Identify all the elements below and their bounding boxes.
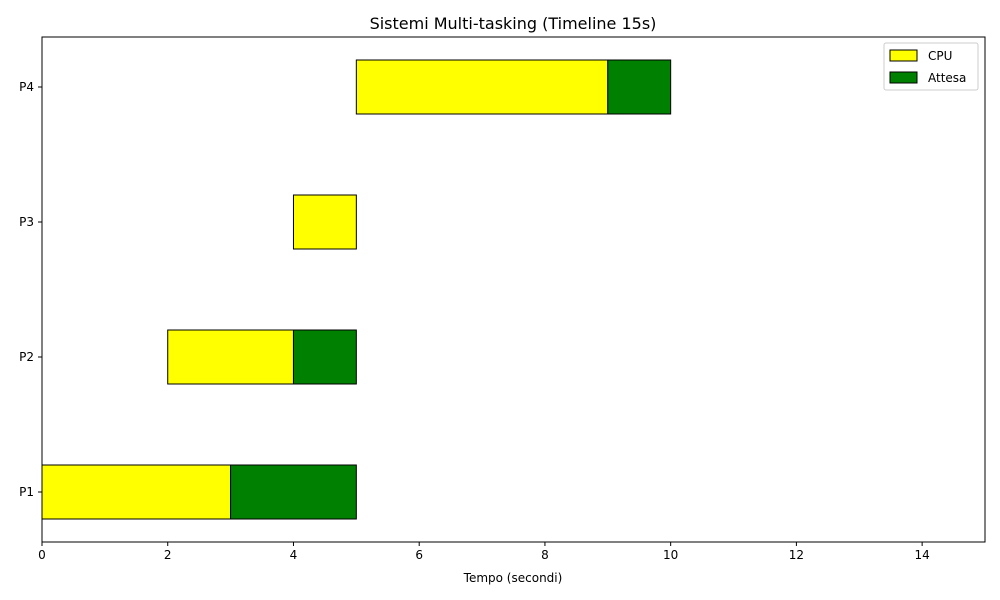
legend: CPU Attesa xyxy=(883,42,979,91)
plot-frame xyxy=(41,36,986,543)
bar-cpu-p1 xyxy=(41,464,232,520)
bar-attesa-p2 xyxy=(292,329,357,385)
x-axis-title: Tempo (secondi) xyxy=(463,571,563,585)
x-tick-label: 0 xyxy=(38,548,46,562)
x-tick-label: 4 xyxy=(290,548,298,562)
bar-cpu-p3 xyxy=(292,194,357,250)
x-tick-label: 2 xyxy=(164,548,172,562)
x-axis: 0 2 4 6 8 10 12 14 xyxy=(38,542,930,562)
y-tick-label-p4: P4 xyxy=(19,80,34,94)
legend-label-cpu: CPU xyxy=(928,49,952,63)
y-tick-label-p1: P1 xyxy=(19,485,34,499)
x-tick-label: 6 xyxy=(415,548,423,562)
bars-group xyxy=(41,59,672,520)
legend-swatch-attesa xyxy=(889,71,918,84)
bar-attesa-p4 xyxy=(607,59,672,115)
x-tick-label: 8 xyxy=(541,548,549,562)
x-tick-label: 14 xyxy=(914,548,929,562)
y-tick-label-p2: P2 xyxy=(19,350,34,364)
y-axis: P1 P2 P3 P4 xyxy=(19,80,42,499)
x-tick-label: 10 xyxy=(663,548,678,562)
bar-attesa-p1 xyxy=(230,464,357,520)
legend-label-attesa: Attesa xyxy=(928,71,966,85)
bar-cpu-p4 xyxy=(355,59,609,115)
y-tick-label-p3: P3 xyxy=(19,215,34,229)
legend-swatch-cpu xyxy=(889,49,918,62)
bar-cpu-p2 xyxy=(167,329,294,385)
chart-title: Sistemi Multi-tasking (Timeline 15s) xyxy=(370,14,657,33)
x-tick-label: 12 xyxy=(789,548,804,562)
